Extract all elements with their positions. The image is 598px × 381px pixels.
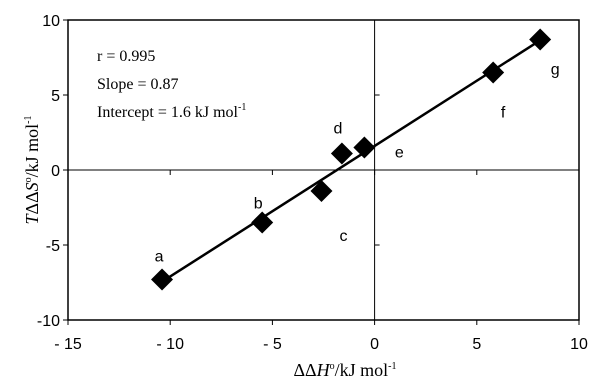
point-label-d: d bbox=[333, 121, 342, 138]
x-axis-title-unit: /kJ mol bbox=[335, 360, 389, 380]
y-tick-label: -10 bbox=[37, 313, 60, 330]
y-tick-label: -5 bbox=[46, 238, 60, 255]
x-tick-label: - 5 bbox=[263, 336, 282, 353]
points-layer: a b c d e f g bbox=[151, 28, 560, 291]
x-axis-title-exp: -1 bbox=[388, 361, 396, 372]
annotation-intercept-exp: -1 bbox=[238, 102, 246, 113]
data-point-f bbox=[482, 61, 505, 84]
x-tick-label: 10 bbox=[570, 336, 588, 353]
ticks-layer: - 15 - 10 - 5 0 5 10 -10 -5 0 5 10 bbox=[37, 13, 588, 353]
point-label-g: g bbox=[551, 62, 560, 79]
fit-layer bbox=[161, 39, 541, 283]
x-tick-label: 0 bbox=[370, 336, 379, 353]
annotation-r: r = 0.995 bbox=[97, 48, 155, 65]
y-axis-title-exp: -1 bbox=[23, 115, 34, 123]
x-axis-title-prefix: ΔΔ bbox=[293, 360, 316, 380]
x-axis-title-deg: o bbox=[330, 361, 335, 372]
y-tick-label: 10 bbox=[42, 13, 60, 30]
y-tick-label: 5 bbox=[51, 88, 60, 105]
point-label-b: b bbox=[254, 196, 263, 213]
data-point-e bbox=[353, 136, 376, 159]
point-label-a: a bbox=[155, 249, 164, 266]
point-label-e: e bbox=[395, 145, 404, 162]
y-axis-title-var: T bbox=[22, 213, 42, 225]
annotation-layer: r = 0.995 Slope = 0.87 Intercept = 1.6 k… bbox=[97, 48, 246, 121]
y-tick-label: 0 bbox=[51, 163, 60, 180]
point-label-c: c bbox=[339, 228, 347, 245]
data-point-c bbox=[310, 180, 333, 202]
x-tick-label: - 10 bbox=[156, 336, 184, 353]
y-axis-title-var2: S bbox=[22, 182, 42, 191]
annotation-slope: Slope = 0.87 bbox=[97, 76, 178, 93]
y-axis-title-unit: /kJ mol bbox=[22, 124, 42, 178]
data-point-b bbox=[251, 211, 274, 234]
x-tick-label: 5 bbox=[472, 336, 481, 353]
annotation-intercept: Intercept = 1.6 kJ mol-1 bbox=[97, 102, 246, 121]
x-axis-title: ΔΔHo/kJ mol-1 bbox=[293, 360, 396, 380]
annotation-intercept-text: Intercept = 1.6 kJ mol bbox=[97, 104, 239, 121]
data-point-g bbox=[529, 28, 552, 51]
y-axis-title-deg: o bbox=[23, 177, 34, 182]
data-point-d bbox=[330, 142, 353, 165]
fit-line bbox=[161, 39, 541, 283]
y-axis-title-prefix: ΔΔ bbox=[22, 191, 42, 214]
x-tick-label: - 15 bbox=[54, 336, 82, 353]
data-point-a bbox=[151, 268, 174, 291]
x-axis-title-var: H bbox=[316, 360, 331, 380]
y-axis-title: TΔΔSo/kJ mol-1 bbox=[22, 115, 42, 224]
point-label-f: f bbox=[501, 105, 506, 122]
